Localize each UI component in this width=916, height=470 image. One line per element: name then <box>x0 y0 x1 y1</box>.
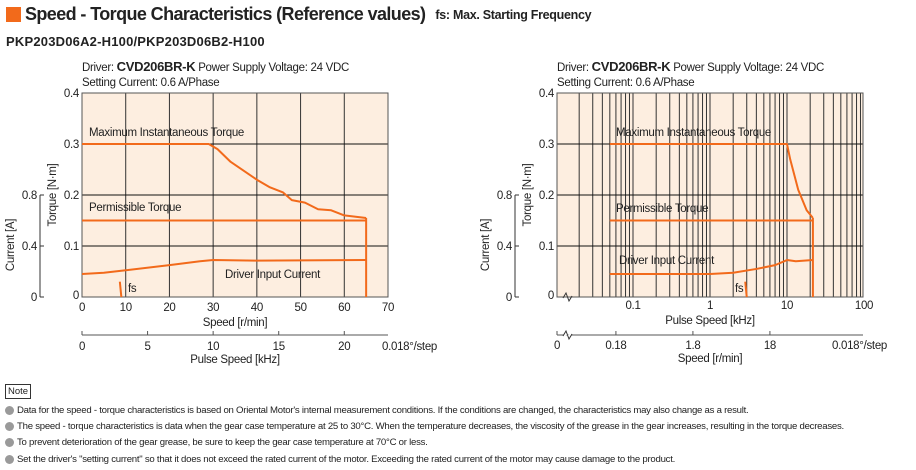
x-tick-label: 1 <box>707 300 713 312</box>
x-tick-label: 50 <box>294 302 306 314</box>
y-tick-label: 0.1 <box>539 241 554 253</box>
pulse-axis-label: Pulse Speed [kHz] <box>190 354 280 366</box>
speed-tick-label: 1.8 <box>685 340 700 352</box>
notes-list: Data for the speed - torque characterist… <box>5 402 844 467</box>
chart-driver-line: Driver: CVD206BR-K Power Supply Voltage:… <box>557 59 824 74</box>
pulse-tick-label: 0 <box>79 341 85 353</box>
y-tick-label: 0.2 <box>64 190 79 202</box>
x-tick-label: 60 <box>338 302 350 314</box>
label-driver-input-current: Driver Input Current <box>225 269 321 281</box>
note-item: The speed - torque characteristics is da… <box>5 418 844 434</box>
plot-frame <box>556 92 864 298</box>
label-driver-input-current: Driver Input Current <box>619 255 715 267</box>
charts: Driver: CVD206BR-K Power Supply Voltage:… <box>5 59 887 366</box>
note-text: Data for the speed - torque characterist… <box>17 404 749 416</box>
note-text: The speed - torque characteristics is da… <box>17 420 844 432</box>
note-text: To prevent deterioration of the gear gre… <box>17 437 428 449</box>
section-header: Speed - Torque Characteristics (Referenc… <box>6 4 592 25</box>
plot-frame <box>81 92 389 298</box>
label-max-instantaneous-torque: Maximum Instantaneous Torque <box>89 127 244 139</box>
x-tick-label: 0.1 <box>625 300 640 312</box>
max-instantaneous-torque-curve <box>82 143 367 219</box>
step-angle-label: 0.018°/step <box>832 340 887 352</box>
step-angle-label: 0.018°/step <box>382 341 437 353</box>
x-tick-label: 10 <box>120 302 132 314</box>
current-tick-label: 0.4 <box>497 241 513 253</box>
axis-break-icon <box>562 329 573 341</box>
current-tick-label: 0 <box>506 292 512 304</box>
y-tick-label: 0 <box>548 290 554 302</box>
driver-input-current-curve <box>609 259 813 276</box>
driver-input-current-curve <box>81 259 367 276</box>
x-axis-label: Pulse Speed [kHz] <box>665 315 755 327</box>
label-fs: fs <box>735 283 744 295</box>
x-tick-label: 20 <box>163 302 175 314</box>
note-item: Data for the speed - torque characterist… <box>5 402 844 418</box>
x-tick-label: 70 <box>382 302 394 314</box>
label-permissible-torque: Permissible Torque <box>616 203 708 215</box>
pulse-tick-label: 10 <box>207 341 219 353</box>
x-axis-label: Speed [r/min] <box>203 317 268 329</box>
fs-mark <box>744 281 748 298</box>
orange-square-icon <box>6 7 21 22</box>
y-tick-label: 0.3 <box>539 139 554 151</box>
page-title: Speed - Torque Characteristics (Referenc… <box>25 4 426 24</box>
current-tick-label: 0.4 <box>22 241 38 253</box>
bullet-icon <box>5 438 14 448</box>
chart-driver-line: Driver: CVD206BR-K Power Supply Voltage:… <box>82 59 349 74</box>
chart-setting-current: Setting Current: 0.6 A/Phase <box>557 77 694 89</box>
bullet-icon <box>5 421 14 431</box>
pulse-tick-label: 15 <box>273 341 285 353</box>
max-instantaneous-torque-curve <box>609 143 814 219</box>
current-tick-label: 0.8 <box>22 190 37 202</box>
y-tick-label: 0.4 <box>64 88 80 100</box>
y-tick-label: 0.4 <box>539 88 555 100</box>
x-tick-label: 30 <box>207 302 219 314</box>
y-axis-label: Torque [N·m] <box>522 163 534 226</box>
current-axis-label: Current [A] <box>480 219 492 271</box>
axis-break-icon <box>562 291 573 303</box>
x-tick-label: 10 <box>781 300 793 312</box>
x-tick-label: 100 <box>855 300 873 312</box>
fs-mark <box>118 281 123 298</box>
pulse-tick-label: 5 <box>145 341 151 353</box>
speed-tick-label: 18 <box>764 340 776 352</box>
y-tick-label: 0 <box>73 290 79 302</box>
label-max-instantaneous-torque: Maximum Instantaneous Torque <box>616 127 771 139</box>
pulse-tick-label: 20 <box>338 341 350 353</box>
bullet-icon <box>5 405 14 415</box>
speed-tick-label: 0 <box>554 340 560 352</box>
chart-setting-current: Setting Current: 0.6 A/Phase <box>82 77 219 89</box>
bullet-icon <box>5 454 14 464</box>
note-item: To prevent deterioration of the gear gre… <box>5 435 844 451</box>
current-tick-label: 0.8 <box>497 190 512 202</box>
current-tick-label: 0 <box>31 292 37 304</box>
speed-axis-label: Speed [r/min] <box>678 353 743 365</box>
x-tick-label: 40 <box>251 302 263 314</box>
y-tick-label: 0.1 <box>64 241 79 253</box>
y-axis-label: Torque [N·m] <box>47 163 59 226</box>
y-tick-label: 0.3 <box>64 139 79 151</box>
model-name: PKP203D06A2-H100/PKP203D06B2-H100 <box>6 34 265 49</box>
label-permissible-torque: Permissible Torque <box>89 202 181 214</box>
note-item: Set the driver's "setting current" so th… <box>5 451 844 467</box>
speed-tick-label: 0.18 <box>605 340 626 352</box>
x-tick-label: 0 <box>79 302 85 314</box>
note-label: Note <box>5 384 32 399</box>
note-text: Set the driver's "setting current" so th… <box>17 453 676 465</box>
page-subtitle: fs: Max. Starting Frequency <box>435 7 592 22</box>
y-tick-label: 0.2 <box>539 190 554 202</box>
current-axis-label: Current [A] <box>5 219 17 271</box>
label-fs: fs <box>128 283 137 295</box>
